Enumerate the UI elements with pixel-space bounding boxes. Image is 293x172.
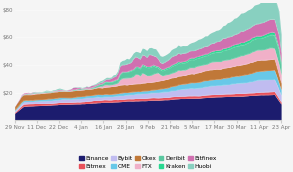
Legend: Binance, Bitmex, Bybit, CME, Okex, FTX, Deribit, Kraken, Bitfinex, Huobi: Binance, Bitmex, Bybit, CME, Okex, FTX, … bbox=[79, 156, 217, 169]
